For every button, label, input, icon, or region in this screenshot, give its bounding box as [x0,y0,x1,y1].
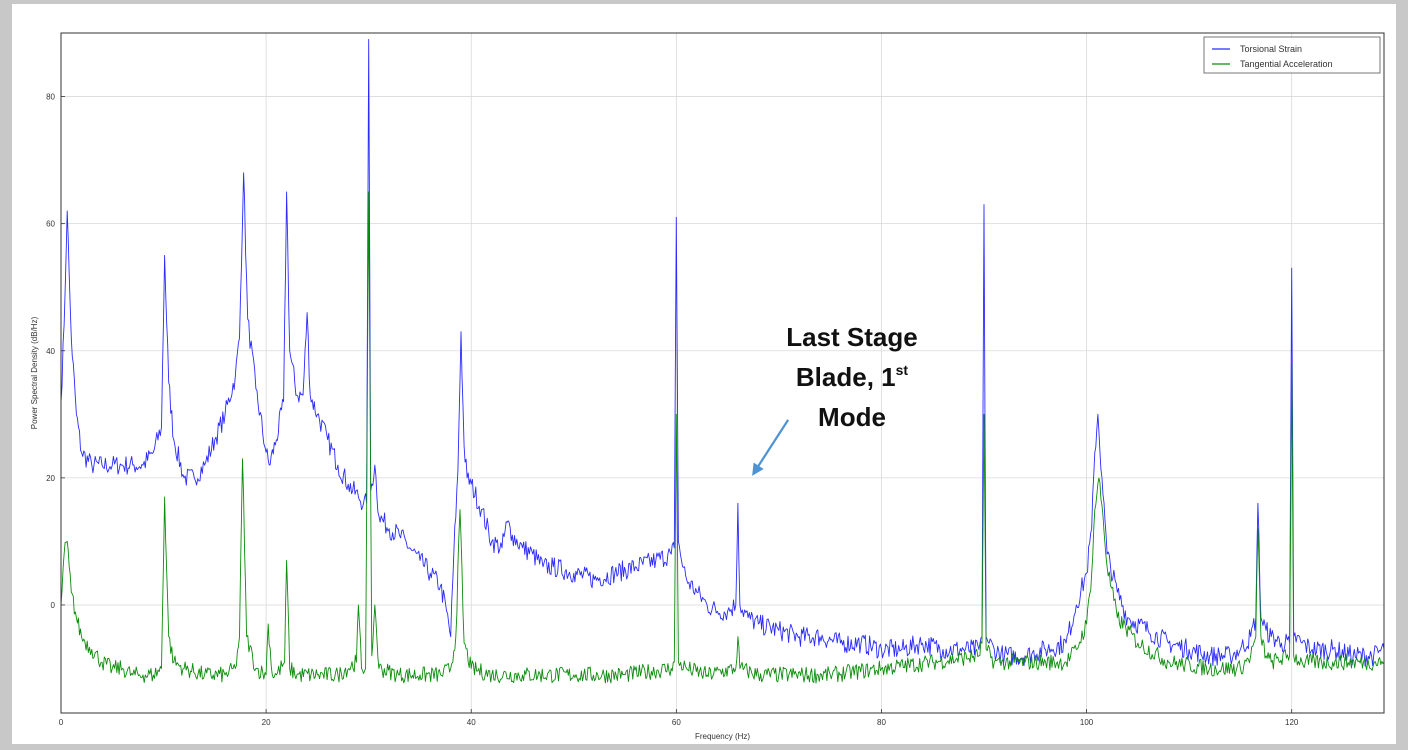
series-line-tangential-acceleration [60,191,1385,684]
x-tick-label: 100 [1080,718,1094,727]
x-tick-label: 40 [467,718,476,727]
legend-box [1203,36,1381,74]
x-tick-label: 80 [877,718,886,727]
annotation-line-2: Blade, 1st [796,362,909,392]
annotation-arrow-head [752,462,764,476]
x-tick-label: 0 [59,718,64,727]
x-tick-label: 120 [1285,718,1299,727]
chart-figure: 0 20 40 60 80 100 120 0 20 40 60 80 Frequency (Hz) … [12,4,1396,744]
axis-ticks: 0 20 40 60 80 100 120 0 20 40 60 80 [46,93,1299,727]
annotation-line-2-text: Blade, 1 [796,362,896,392]
x-axis-label: Frequency (Hz) [695,732,750,741]
plot-frame [60,32,1385,714]
annotation-last-stage-blade: Last Stage Blade, 1st Mode [752,322,918,476]
legend-label-tangential-acceleration: Tangential Acceleration [1240,59,1333,69]
y-tick-label: 60 [46,220,55,229]
series-lines [60,38,1385,684]
annotation-superscript: st [896,362,909,378]
y-tick-label: 40 [46,347,55,356]
y-tick-label: 80 [46,93,55,102]
annotation-line-1: Last Stage [786,322,918,352]
legend: Torsional Strain Tangential Acceleration [1203,36,1381,74]
y-tick-label: 0 [51,601,56,610]
grid [60,33,1384,713]
series-line-torsional-strain [60,38,1385,667]
legend-label-torsional-strain: Torsional Strain [1240,44,1302,54]
annotation-arrow [756,419,790,469]
y-tick-label: 20 [46,474,55,483]
y-axis-label: Power Spectral Density (dB/Hz) [30,316,39,429]
annotation-line-3: Mode [818,402,886,432]
x-tick-label: 60 [672,718,681,727]
x-tick-label: 20 [262,718,271,727]
